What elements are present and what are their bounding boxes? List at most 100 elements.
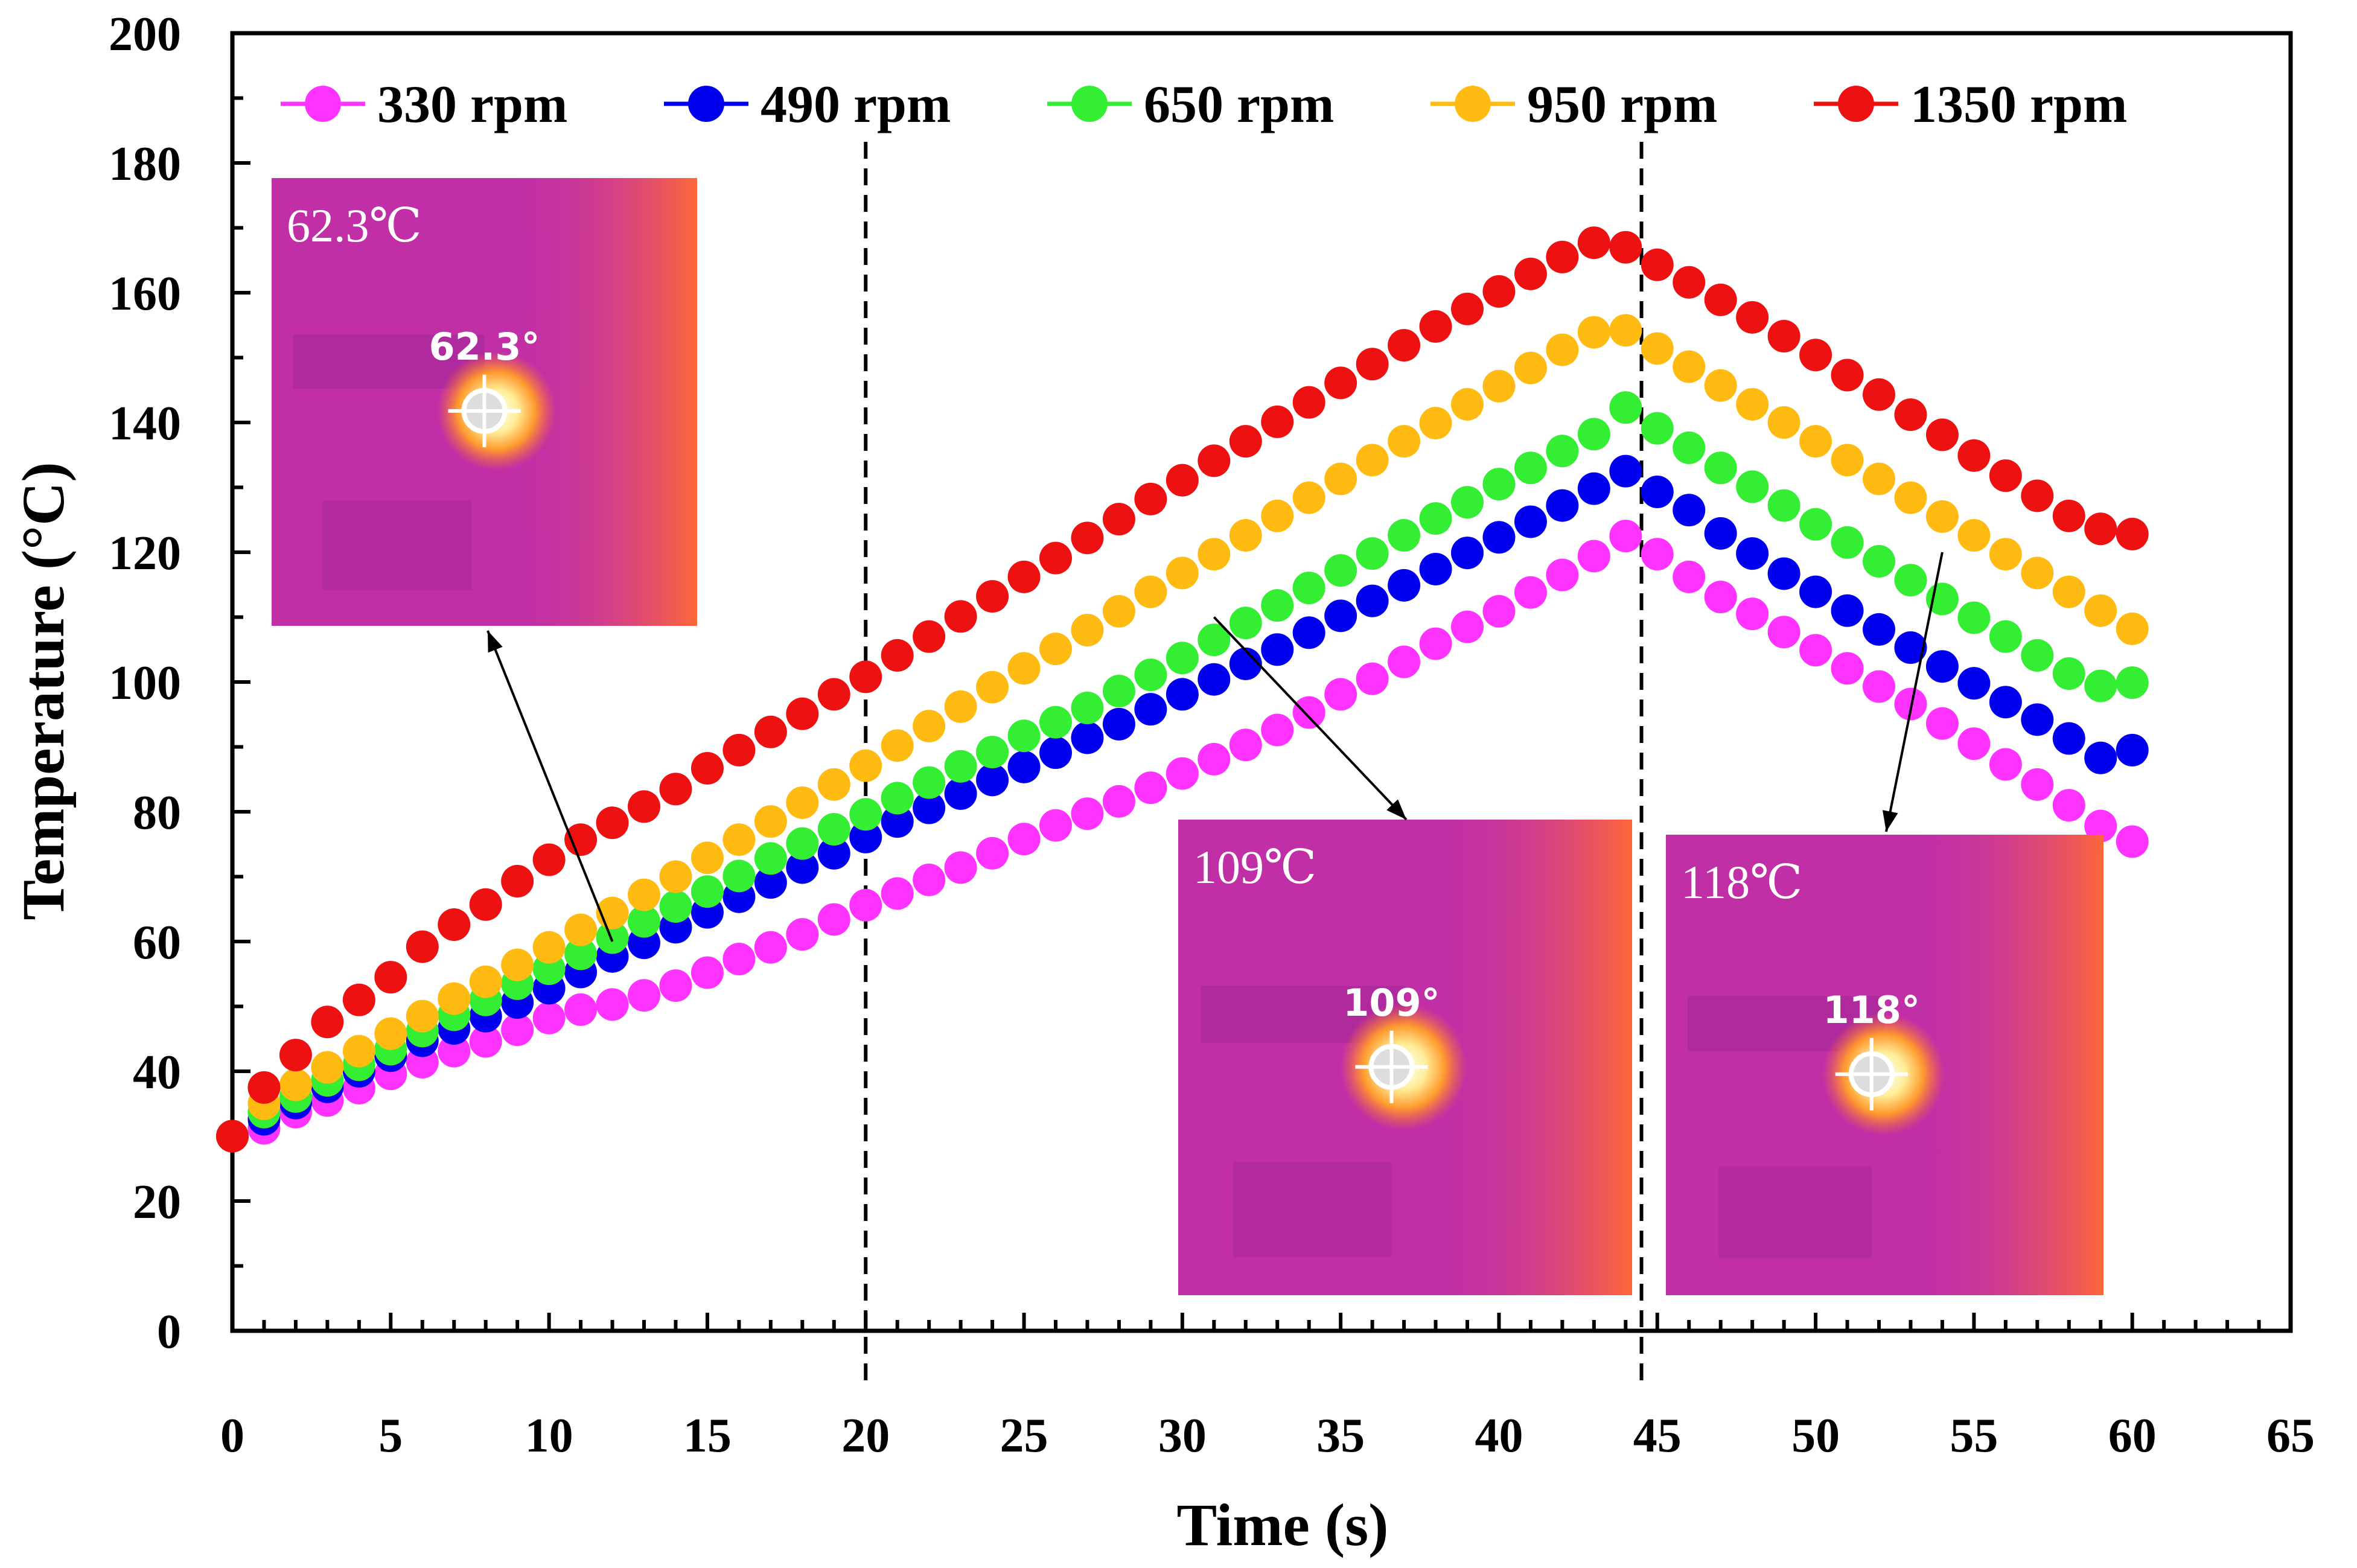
- data-point: [438, 982, 471, 1015]
- data-point: [1292, 696, 1325, 729]
- data-point: [2116, 612, 2149, 645]
- y-tick-label: 0: [157, 1305, 181, 1359]
- data-point: [1704, 451, 1737, 485]
- data-point: [722, 859, 756, 893]
- data-point: [1989, 748, 2022, 781]
- data-point: [691, 956, 724, 989]
- data-point: [2052, 789, 2085, 822]
- data-point: [976, 837, 1009, 870]
- data-point: [1356, 444, 1389, 477]
- x-tick-label: 40: [1475, 1409, 1523, 1462]
- data-point: [976, 671, 1009, 704]
- data-point: [628, 979, 660, 1012]
- data-point: [1482, 468, 1516, 501]
- data-point: [1989, 620, 2022, 653]
- data-point: [1894, 631, 1927, 664]
- thermal-structure: [1233, 1162, 1392, 1257]
- legend-item-650-rpm: 650 rpm: [1047, 75, 1334, 134]
- arrow-head: [1882, 810, 1898, 832]
- data-point: [1102, 503, 1135, 536]
- data-point: [532, 1001, 566, 1034]
- data-point: [1609, 454, 1642, 488]
- data-point: [1989, 538, 2022, 571]
- data-point: [1609, 391, 1642, 424]
- data-point: [1894, 564, 1927, 597]
- data-point: [1863, 545, 1895, 578]
- data-point: [944, 690, 977, 723]
- data-point: [786, 918, 819, 951]
- y-tick-label: 180: [109, 138, 181, 191]
- data-point: [849, 820, 882, 853]
- data-point: [881, 877, 914, 910]
- data-point: [1736, 598, 1769, 631]
- data-point: [1799, 508, 1832, 541]
- data-point: [2052, 657, 2085, 690]
- data-point: [1198, 663, 1231, 696]
- y-tick-label: 140: [109, 397, 181, 450]
- data-point: [1482, 275, 1516, 308]
- data-point: [913, 766, 946, 799]
- axis-ticks: 0 5 10 15 20 25 30 35 40 45 50 55 60 65 0 20 40 60 80 100 12…: [109, 8, 2315, 1462]
- data-point: [1134, 482, 1167, 515]
- data-point: [659, 773, 692, 806]
- data-point: [1166, 642, 1199, 675]
- data-point: [1577, 540, 1610, 573]
- data-point: [1546, 240, 1579, 273]
- x-tick-label: 15: [683, 1409, 732, 1462]
- data-point: [1736, 470, 1769, 503]
- data-point: [1641, 248, 1674, 281]
- data-point: [2116, 517, 2149, 550]
- data-point: [1071, 614, 1104, 646]
- data-point: [976, 736, 1009, 769]
- data-point: [1609, 231, 1642, 264]
- data-point: [374, 961, 407, 994]
- data-point: [2021, 703, 2054, 736]
- data-point: [1324, 554, 1357, 587]
- data-point: [406, 930, 439, 963]
- data-point: [2116, 733, 2149, 766]
- data-point: [1641, 538, 1674, 571]
- x-tick-label: 45: [1633, 1409, 1682, 1462]
- data-point: [628, 878, 660, 911]
- data-point: [1134, 771, 1167, 805]
- data-point: [976, 580, 1009, 613]
- data-point: [1894, 398, 1927, 432]
- data-point: [1799, 425, 1832, 458]
- data-point: [1609, 314, 1642, 347]
- data-point: [1388, 645, 1421, 678]
- thermal-structure: [322, 500, 472, 590]
- arrow-line: [1213, 616, 1408, 821]
- legend-marker: [1455, 86, 1491, 122]
- data-point: [976, 763, 1009, 797]
- x-tick-label: 10: [525, 1409, 573, 1462]
- inset-readout-value: 109°: [1343, 981, 1440, 1025]
- data-point: [1261, 405, 1294, 438]
- data-point: [1166, 678, 1199, 711]
- data-point: [1419, 502, 1452, 535]
- data-point: [1261, 713, 1294, 747]
- arrow-line: [486, 630, 614, 942]
- data-point: [1388, 329, 1421, 362]
- data-point: [564, 937, 598, 970]
- x-tick-label: 55: [1950, 1409, 1998, 1462]
- series-950-rpm: [216, 314, 2149, 1153]
- data-point: [849, 798, 882, 831]
- data-point: [1546, 435, 1579, 468]
- thermal-structure: [1718, 1166, 1872, 1258]
- data-point: [1704, 517, 1737, 550]
- data-point: [2021, 768, 2054, 801]
- data-point: [2084, 512, 2117, 546]
- data-point: [1419, 407, 1452, 440]
- data-point: [469, 965, 502, 998]
- data-point: [944, 851, 977, 884]
- data-point: [659, 860, 692, 893]
- data-point: [501, 865, 534, 898]
- data-point: [754, 866, 787, 899]
- data-point: [1419, 310, 1452, 343]
- data-point: [1736, 387, 1769, 421]
- x-tick-label: 60: [2108, 1409, 2157, 1462]
- data-point: [1324, 366, 1357, 400]
- data-point: [1198, 538, 1231, 571]
- data-point: [1831, 526, 1864, 559]
- data-point: [1831, 359, 1864, 392]
